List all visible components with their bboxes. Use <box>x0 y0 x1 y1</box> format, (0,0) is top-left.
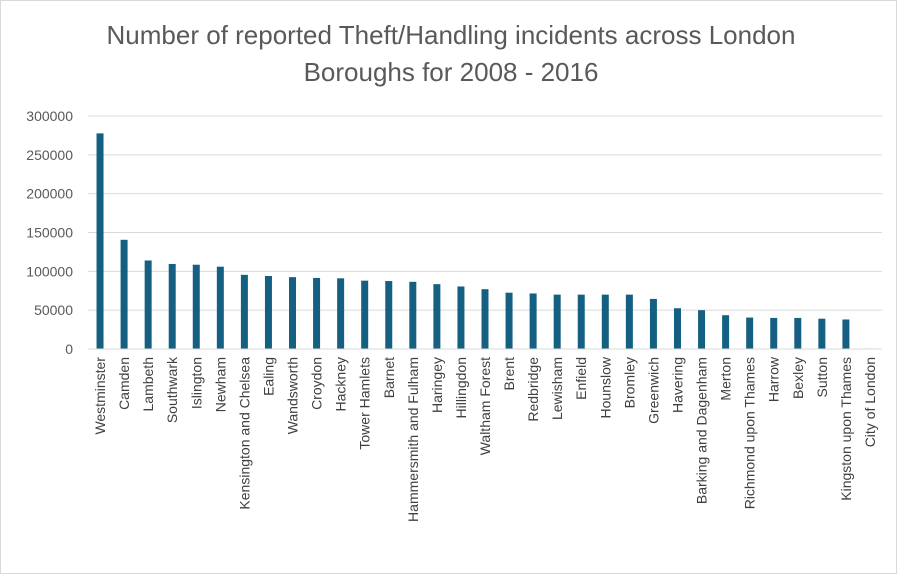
y-tick-label: 100000 <box>26 263 73 279</box>
y-tick-label: 250000 <box>26 147 73 163</box>
bar <box>120 239 128 349</box>
x-category-label: Redbridge <box>525 357 541 422</box>
bar <box>433 284 441 349</box>
bar <box>818 318 826 349</box>
x-category-label: Lewisham <box>549 357 565 420</box>
bar <box>553 294 561 349</box>
bars <box>96 133 874 349</box>
chart-title-line-2: Boroughs for 2008 - 2016 <box>303 57 599 87</box>
bar <box>770 317 778 349</box>
y-tick-label: 300000 <box>26 108 73 124</box>
x-category-label: Kensington and Chelsea <box>236 357 252 510</box>
bar <box>289 277 297 349</box>
bar <box>794 317 802 349</box>
bar <box>96 133 104 349</box>
bar <box>385 281 393 349</box>
x-category-label: Lambeth <box>140 357 156 411</box>
x-category-label: Greenwich <box>645 357 661 424</box>
x-category-label: Richmond upon Thames <box>742 357 758 509</box>
x-category-label: Croydon <box>309 357 325 410</box>
bar <box>505 292 513 349</box>
bar <box>698 310 706 349</box>
x-category-label: Haringey <box>429 357 445 413</box>
bar <box>649 298 657 349</box>
x-category-label: Ealing <box>260 357 276 396</box>
x-category-label: Wandsworth <box>285 357 301 434</box>
bar <box>722 315 730 349</box>
bar <box>746 317 754 349</box>
x-axis-category-labels: Westminster Camden Lambeth Southwark Islingt… <box>92 356 878 522</box>
bar <box>144 260 152 349</box>
bar <box>842 319 850 349</box>
bar <box>216 266 224 349</box>
x-category-label: Bromley <box>621 357 637 408</box>
y-tick-label: 0 <box>65 341 73 357</box>
x-category-label: Merton <box>718 357 734 401</box>
x-category-label: Southwark <box>164 356 180 423</box>
x-category-label: Kingston upon Thames <box>838 357 854 501</box>
bar <box>361 280 369 349</box>
bar <box>481 289 489 349</box>
bar <box>625 294 633 349</box>
x-category-label: Brent <box>501 357 517 391</box>
bar <box>192 264 200 349</box>
y-tick-label: 200000 <box>26 186 73 202</box>
chart-title: Number of reported Theft/Handling incide… <box>61 17 841 91</box>
bar <box>240 274 248 349</box>
gridlines <box>88 115 882 311</box>
bar <box>409 281 417 349</box>
x-category-label: Tower Hamlets <box>357 357 373 450</box>
x-category-label: Newham <box>212 357 228 412</box>
x-category-label: Enfield <box>573 357 589 400</box>
x-category-label: Barnet <box>381 357 397 398</box>
bar <box>457 286 465 349</box>
bar <box>337 278 345 349</box>
y-tick-label: 50000 <box>34 302 73 318</box>
bar <box>673 308 681 349</box>
x-category-label: City of London <box>862 357 878 447</box>
x-category-label: Harrow <box>766 356 782 402</box>
x-category-label: Havering <box>669 357 685 413</box>
x-category-label: Islington <box>188 357 204 409</box>
x-category-label: Bexley <box>790 357 806 399</box>
bar <box>577 294 585 349</box>
x-category-label: Hackney <box>333 357 349 411</box>
x-category-label: Camden <box>116 357 132 410</box>
x-category-label: Westminster <box>92 357 108 435</box>
y-axis-tick-labels: 0 50000 100000 150000 200000 250000 300000 <box>26 108 73 357</box>
chart-title-line-1: Number of reported Theft/Handling incide… <box>106 20 796 50</box>
x-category-label: Hillingdon <box>453 357 469 418</box>
x-category-label: Barking and Dagenham <box>694 357 710 504</box>
bar <box>168 263 176 349</box>
bar <box>601 294 609 349</box>
x-category-label: Waltham Forest <box>477 357 493 455</box>
bar <box>313 277 321 349</box>
x-category-label: Hammersmith and Fulham <box>405 357 421 522</box>
x-category-label: Sutton <box>814 357 830 397</box>
bar <box>264 275 272 349</box>
bar <box>529 293 537 349</box>
y-tick-label: 150000 <box>26 225 73 241</box>
x-category-label: Hounslow <box>597 356 613 418</box>
